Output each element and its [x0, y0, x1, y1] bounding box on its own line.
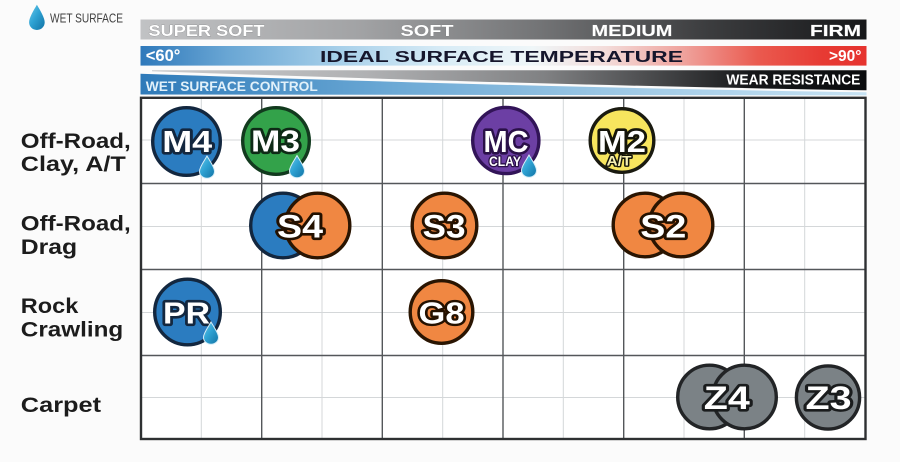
svg-text:Z4: Z4	[704, 380, 750, 416]
svg-text:S4: S4	[277, 209, 324, 245]
svg-text:Off-Road,: Off-Road,	[21, 130, 131, 153]
svg-text:PR: PR	[163, 296, 210, 330]
svg-text:PR: PR	[163, 296, 210, 330]
svg-text:SOFT: SOFT	[401, 22, 454, 40]
svg-text:Carpet: Carpet	[21, 393, 102, 416]
svg-text:CLAY: CLAY	[489, 153, 521, 169]
svg-text:S2: S2	[640, 209, 686, 245]
svg-text:M4: M4	[162, 125, 212, 159]
svg-text:WEAR RESISTANCE: WEAR RESISTANCE	[726, 73, 860, 89]
svg-text:SUPER SOFT: SUPER SOFT	[149, 22, 266, 40]
svg-text:Z3: Z3	[806, 380, 852, 416]
svg-text:Z3: Z3	[806, 380, 852, 416]
svg-text:CLAY: CLAY	[489, 153, 521, 169]
svg-text:Drag: Drag	[21, 235, 77, 259]
svg-text:WET SURFACE: WET SURFACE	[50, 10, 123, 25]
svg-text:M4: M4	[162, 125, 212, 159]
svg-text:>90°: >90°	[829, 48, 862, 65]
svg-text:MEDIUM: MEDIUM	[592, 22, 673, 40]
svg-text:Rock: Rock	[21, 294, 79, 318]
svg-text:S3: S3	[423, 210, 466, 245]
svg-text:MC: MC	[484, 125, 529, 159]
svg-text:M3: M3	[251, 125, 300, 160]
svg-text:IDEAL SURFACE TEMPERATURE: IDEAL SURFACE TEMPERATURE	[320, 49, 683, 66]
svg-text:WET SURFACE CONTROL: WET SURFACE CONTROL	[146, 78, 318, 94]
svg-text:Off-Road,: Off-Road,	[21, 212, 131, 235]
svg-text:<60°: <60°	[146, 47, 181, 65]
svg-text:M2: M2	[598, 123, 646, 158]
svg-text:A/T: A/T	[607, 154, 632, 169]
svg-text:MC: MC	[484, 125, 529, 159]
svg-text:A/T: A/T	[607, 154, 632, 169]
svg-text:S3: S3	[423, 210, 466, 245]
svg-text:M3: M3	[251, 125, 300, 160]
svg-text:M2: M2	[598, 123, 646, 158]
svg-text:G8: G8	[419, 295, 465, 330]
svg-text:Crawling: Crawling	[21, 317, 123, 341]
svg-text:Z4: Z4	[704, 380, 750, 416]
svg-text:FIRM: FIRM	[810, 21, 861, 39]
svg-text:S2: S2	[640, 209, 686, 245]
svg-text:Clay, A/T: Clay, A/T	[21, 152, 126, 176]
svg-text:G8: G8	[419, 295, 465, 330]
svg-text:S4: S4	[277, 209, 324, 245]
